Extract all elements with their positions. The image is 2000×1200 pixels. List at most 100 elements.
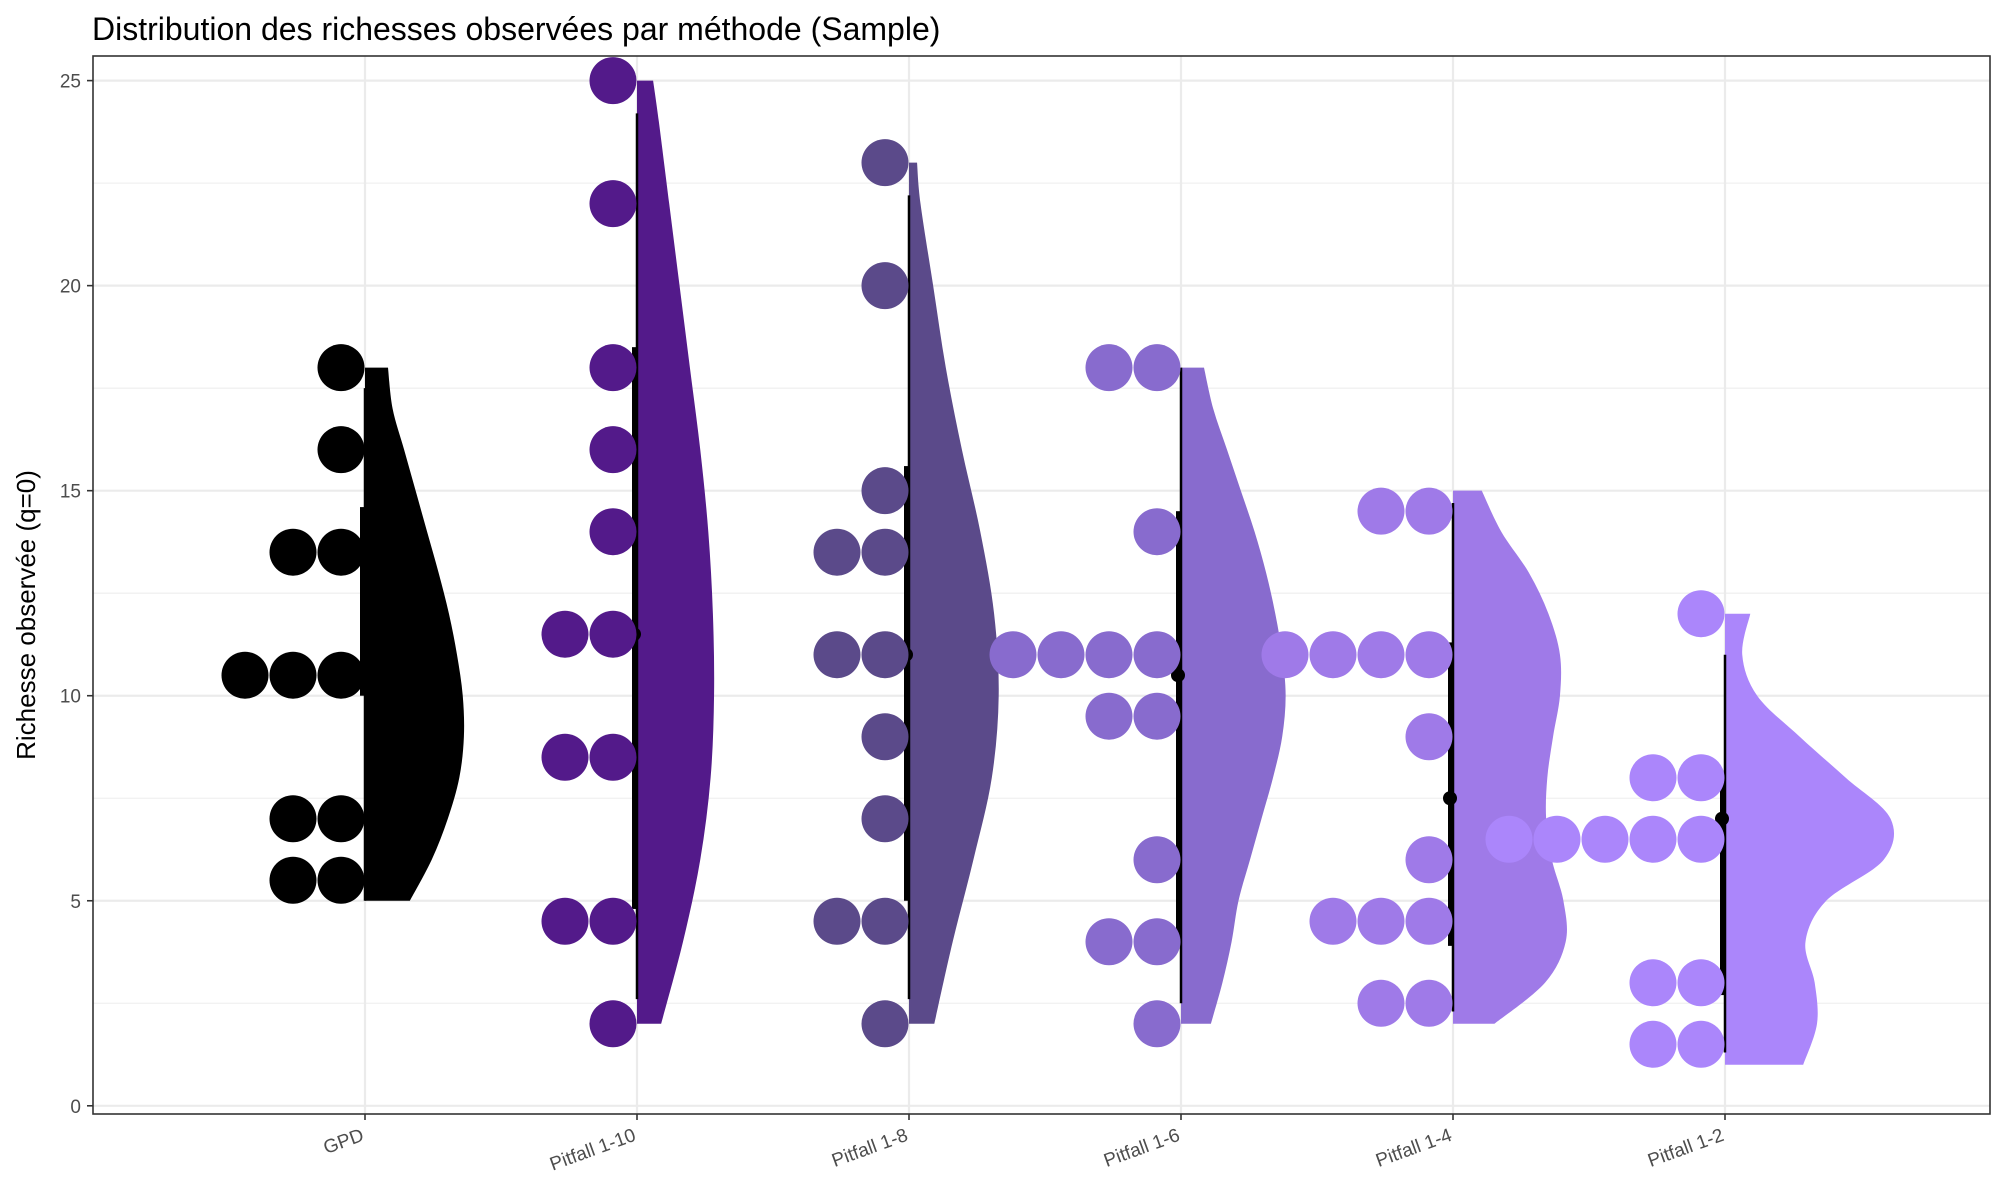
data-point (1629, 959, 1677, 1007)
data-point (589, 610, 637, 658)
data-point (861, 467, 909, 515)
data-point (317, 344, 365, 392)
data-point (1085, 918, 1133, 966)
data-point (1357, 897, 1405, 945)
density-half-violin (365, 367, 465, 901)
data-point (1133, 918, 1181, 966)
y-tick-label: 20 (60, 277, 81, 298)
box-iqr (360, 507, 365, 696)
data-point (317, 426, 365, 474)
data-point (813, 631, 861, 679)
data-point (861, 262, 909, 310)
density-half-violin (637, 80, 715, 1024)
data-point (541, 897, 589, 945)
data-point (1405, 897, 1453, 945)
data-point (1133, 692, 1181, 740)
data-point (1357, 631, 1405, 679)
data-point (1629, 1020, 1677, 1068)
data-point (1405, 487, 1453, 535)
data-point (1357, 487, 1405, 535)
data-point (813, 528, 861, 576)
data-point (1629, 815, 1677, 863)
data-point (269, 528, 317, 576)
data-point (861, 1000, 909, 1048)
box-iqr (1720, 777, 1725, 996)
data-point (1677, 959, 1725, 1007)
data-point (1085, 344, 1133, 392)
data-point (589, 1000, 637, 1048)
panel-border (92, 55, 1991, 1115)
plot-area: 0 5 10 15 20 25 GPD Pitfall 1-10 Pitfall 1-8 Pitf… (60, 55, 1991, 1175)
data-point (861, 795, 909, 843)
data-point (541, 733, 589, 781)
x-tick-label: Pitfall 1-6 (1101, 1125, 1183, 1172)
data-point (813, 897, 861, 945)
data-point (1309, 897, 1357, 945)
data-point (1677, 754, 1725, 802)
data-point (221, 651, 269, 699)
data-point (589, 897, 637, 945)
data-point (1405, 713, 1453, 761)
density-half-violin (1181, 367, 1286, 1024)
data-point (861, 528, 909, 576)
data-point (861, 713, 909, 761)
data-point (1133, 508, 1181, 556)
data-point (269, 795, 317, 843)
data-point (1133, 631, 1181, 679)
series-group (541, 57, 715, 1048)
data-point (589, 508, 637, 556)
series-group (221, 344, 465, 904)
y-tick-label: 5 (70, 892, 81, 913)
data-point (1485, 815, 1533, 863)
data-point (269, 651, 317, 699)
data-point (317, 856, 365, 904)
x-tick-label: Pitfall 1-4 (1373, 1125, 1455, 1172)
data-point (1533, 815, 1581, 863)
series-group (989, 344, 1286, 1048)
data-point (1581, 815, 1629, 863)
y-axis-label: Richesse observée (q=0) (11, 470, 41, 760)
x-tick-label: Pitfall 1-2 (1645, 1125, 1727, 1172)
data-point (1405, 836, 1453, 884)
data-point (589, 57, 637, 105)
data-point (861, 897, 909, 945)
series-group (1485, 590, 1895, 1068)
density-half-violin (1453, 490, 1567, 1024)
median-point (1443, 791, 1457, 806)
data-point (317, 528, 365, 576)
data-point (861, 139, 909, 187)
median-point (1171, 668, 1185, 683)
x-tick-label: GPD (321, 1125, 367, 1159)
series-group (1261, 487, 1567, 1027)
density-half-violin (1725, 613, 1895, 1065)
data-point (541, 610, 589, 658)
series-group (813, 139, 999, 1048)
data-point (1085, 631, 1133, 679)
density-half-violin (909, 162, 999, 1024)
chart-title: Distribution des richesses observées par… (92, 11, 940, 47)
data-point (1405, 631, 1453, 679)
y-tick-label: 0 (70, 1097, 81, 1118)
data-point (1085, 692, 1133, 740)
data-point (589, 180, 637, 228)
data-point (1037, 631, 1085, 679)
x-tick-label: Pitfall 1-10 (547, 1125, 639, 1175)
y-tick-label: 25 (60, 72, 81, 93)
data-point (317, 651, 365, 699)
y-tick-label: 10 (60, 687, 81, 708)
data-point (317, 795, 365, 843)
data-point (989, 631, 1037, 679)
data-point (589, 344, 637, 392)
data-point (1629, 754, 1677, 802)
data-point (1405, 979, 1453, 1027)
y-tick-label: 15 (60, 482, 81, 503)
median-point (1715, 811, 1729, 826)
data-point (1677, 1020, 1725, 1068)
data-point (1357, 979, 1405, 1027)
data-point (861, 631, 909, 679)
data-point (1133, 1000, 1181, 1048)
x-tick-label: Pitfall 1-8 (829, 1125, 911, 1172)
data-point (1133, 836, 1181, 884)
data-point (269, 856, 317, 904)
